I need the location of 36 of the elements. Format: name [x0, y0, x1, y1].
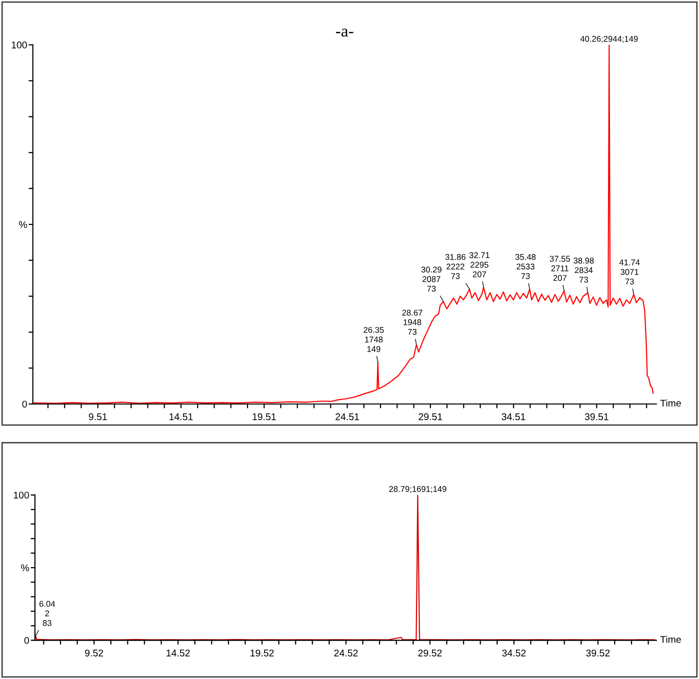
y-tick-label: 100: [14, 492, 30, 499]
annotation: 40.26;2944;149: [580, 36, 638, 43]
x-tick-label: 9.51: [88, 413, 107, 420]
x-tick-label: 39.51: [584, 413, 608, 420]
annotation: 26.35 1748 149: [364, 326, 384, 352]
annotation: 31.86 2222 73: [445, 254, 466, 280]
y-tick-label: 100: [12, 42, 27, 48]
y-tick-label: 0: [22, 400, 27, 408]
x-tick-label: 29.51: [418, 413, 442, 420]
x-tick-label: 34.51: [502, 413, 526, 420]
annotation: 37.55 2711 207: [550, 256, 570, 281]
x-tick-label: 19.52: [250, 650, 274, 656]
annotation: 28.67 1948 73: [402, 310, 422, 335]
x-tick-label: 9.52: [85, 650, 104, 656]
annotation: 41.74 3071 73: [619, 259, 640, 284]
annotation: 38.98 2834 73: [574, 258, 594, 283]
line-series: [32, 44, 654, 404]
y-tick-label: %: [19, 221, 27, 228]
y-tick-label: %: [21, 564, 30, 572]
annotation: 28.79;1691;149: [389, 486, 446, 493]
x-tick-label: 24.52: [334, 650, 358, 656]
x-tick-label: 24.51: [336, 413, 359, 420]
annotation: 6.04 2 83: [39, 600, 56, 626]
x-tick-label: 34.52: [502, 650, 526, 656]
x-axis-title: Time: [660, 636, 681, 643]
y-tick-label: 0: [24, 637, 30, 644]
x-tick-label: 19.51: [252, 413, 276, 420]
x-tick-label: 14.51: [170, 413, 193, 420]
x-tick-label: 14.52: [166, 650, 190, 656]
x-tick-label: 39.52: [586, 650, 610, 656]
chart-title: -a-: [336, 28, 354, 37]
x-tick-label: 29.52: [418, 650, 442, 656]
annotation: 30.29 2087 73: [421, 266, 442, 292]
annotation: 32.71 2295 207: [469, 252, 490, 278]
annotation: 35.48 2533 73: [515, 254, 536, 280]
x-axis-title: Time: [660, 399, 681, 407]
